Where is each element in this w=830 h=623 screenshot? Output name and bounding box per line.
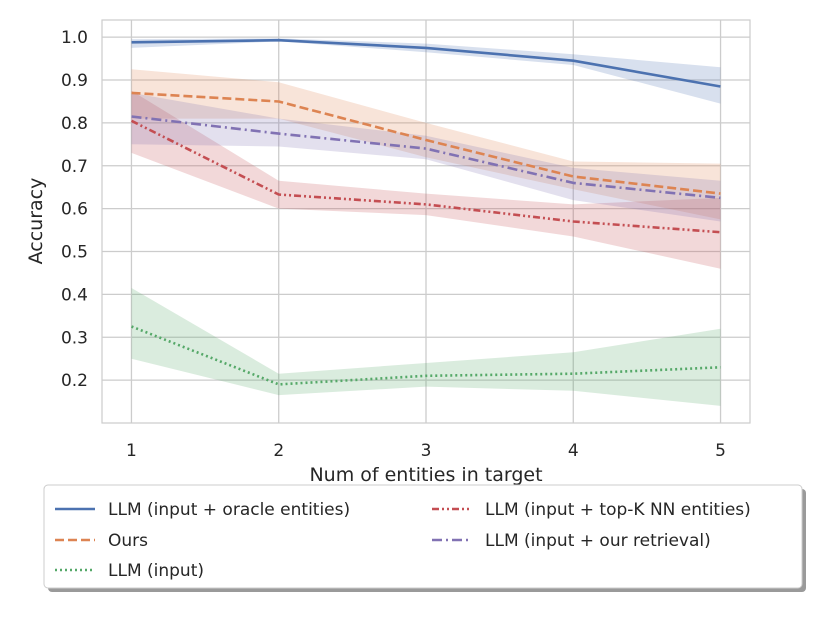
confidence-band-4 bbox=[131, 92, 721, 222]
series-line-0 bbox=[131, 38, 721, 88]
series-lines bbox=[130, 38, 721, 386]
legend-label-2: LLM (input) bbox=[108, 561, 204, 581]
y-tick-label: 0.2 bbox=[61, 371, 88, 391]
series-line-2 bbox=[131, 325, 721, 386]
x-tick-label: 4 bbox=[568, 441, 579, 461]
y-tick-label: 0.3 bbox=[61, 328, 88, 348]
y-tick-label: 0.7 bbox=[61, 157, 88, 177]
legend-label-3: LLM (input + top-K NN entities) bbox=[485, 500, 751, 520]
confidence-band-0 bbox=[131, 38, 721, 104]
legend-items: LLM (input + oracle entities) Ours LLM (in… bbox=[55, 500, 751, 581]
x-tick-label: 5 bbox=[715, 441, 726, 461]
confidence-band-2 bbox=[131, 288, 721, 406]
y-tick-label: 0.8 bbox=[61, 114, 88, 134]
x-axis-label: Num of entities in target bbox=[309, 464, 542, 486]
y-tick-label: 1.0 bbox=[61, 28, 88, 48]
y-tick-label: 0.9 bbox=[61, 71, 88, 91]
y-tick-label: 0.6 bbox=[61, 200, 88, 220]
y-tick-label: 0.5 bbox=[61, 243, 88, 263]
y-tick-labels: 0.2 0.3 0.4 0.5 0.6 0.7 0.8 0.9 1.0 bbox=[61, 28, 88, 391]
legend-label-1: Ours bbox=[108, 531, 148, 551]
y-tick-label: 0.4 bbox=[61, 285, 88, 305]
x-tick-labels: 1 2 3 4 5 bbox=[126, 441, 726, 461]
y-axis-label: Accuracy bbox=[25, 178, 47, 265]
grid bbox=[102, 20, 750, 423]
legend: LLM (input + oracle entities) Ours LLM (in… bbox=[43, 484, 806, 592]
x-tick-label: 3 bbox=[421, 441, 432, 461]
legend-box bbox=[43, 484, 803, 589]
series-line-1 bbox=[131, 91, 721, 195]
legend-label-0: LLM (input + oracle entities) bbox=[108, 500, 350, 520]
legend-label-4: LLM (input + our retrieval) bbox=[485, 531, 711, 551]
confidence-band-3 bbox=[131, 90, 721, 269]
x-tick-label: 2 bbox=[273, 441, 284, 461]
x-tick-label: 1 bbox=[126, 441, 137, 461]
